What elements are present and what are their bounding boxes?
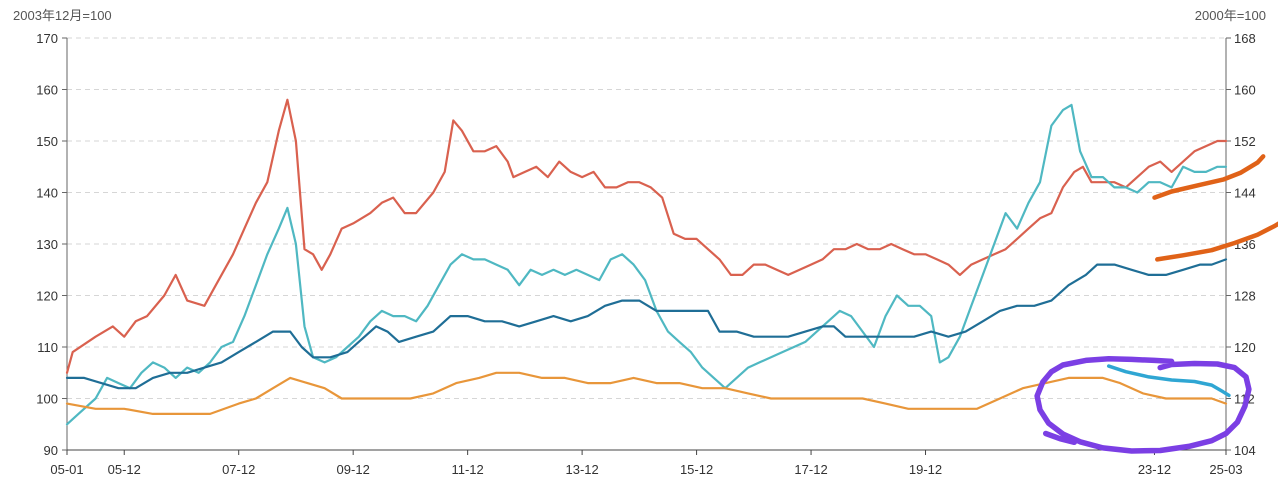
right-tick-label: 104 [1234,443,1256,458]
series-line-2 [65,103,1228,426]
right-tick-label: 128 [1234,289,1256,304]
right-tick-label: 152 [1234,134,1256,149]
series-line-1 [65,98,1228,374]
left-axis-label: 2003年12月=100 [13,8,112,23]
x-tick-label: 17-12 [794,462,827,477]
left-tick-label: 160 [36,83,58,98]
hand-drawn-annotations [1034,154,1278,454]
x-tick-label: 15-12 [680,462,713,477]
x-tick-label: 25-03 [1209,462,1242,477]
left-tick-label: 140 [36,186,58,201]
x-tick-label: 23-12 [1138,462,1171,477]
annotation-stroke-5 [1106,364,1231,398]
left-tick-label: 100 [36,392,58,407]
left-axis-ticks: 170 160 150 140 130 120 110 100 90 [36,31,67,458]
series-line-4 [65,371,1228,415]
grid-lines [67,37,1226,399]
right-tick-label: 160 [1234,83,1256,98]
right-axis-label: 2000年=100 [1195,8,1266,23]
x-tick-label: 07-12 [222,462,255,477]
series-lines [65,98,1228,426]
x-tick-label: 05-12 [108,462,141,477]
right-tick-label: 120 [1234,340,1256,355]
annotation-stroke-4 [1042,430,1078,446]
left-tick-label: 90 [44,443,58,458]
left-tick-label: 110 [37,340,58,355]
x-tick-label: 13-12 [565,462,598,477]
x-axis-ticks: 05-01 05-12 07-12 09-12 11-12 13-12 15-12 17-12… [50,450,1243,477]
x-tick-label: 11-12 [451,462,483,477]
right-tick-label: 144 [1234,186,1256,201]
annotation-stroke-1 [1152,154,1266,200]
x-tick-label: 19-12 [909,462,942,477]
left-tick-label: 130 [36,237,58,252]
right-tick-label: 168 [1234,31,1256,46]
x-tick-label: 05-01 [50,462,83,477]
annotation-stroke-2 [1155,221,1278,262]
annotation-stroke-3 [1034,356,1252,454]
series-line-3 [65,258,1228,390]
left-tick-label: 150 [36,134,58,149]
x-tick-label: 09-12 [337,462,370,477]
left-tick-label: 120 [36,289,58,304]
left-tick-label: 170 [36,31,58,46]
